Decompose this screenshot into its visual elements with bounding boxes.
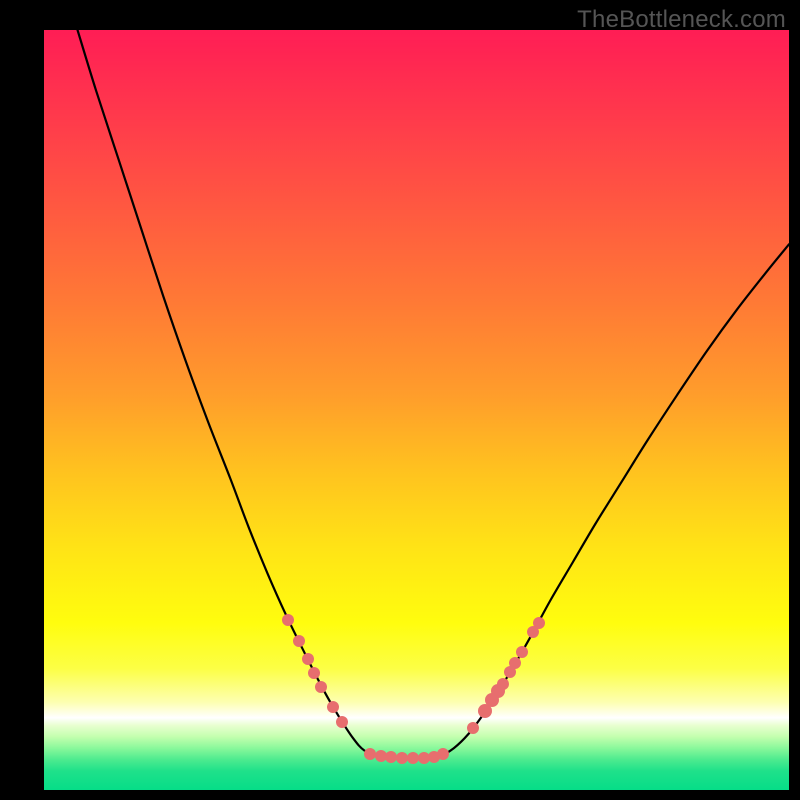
marker-right-9 [533, 617, 545, 629]
curve-path [78, 30, 789, 758]
marker-right-0 [467, 722, 479, 734]
marker-right-4 [497, 678, 509, 690]
marker-left-4 [315, 681, 327, 693]
marker-left-3 [308, 667, 320, 679]
marker-left-1 [293, 635, 305, 647]
marker-left-5 [327, 701, 339, 713]
marker-left-6 [336, 716, 348, 728]
plot-area [44, 30, 789, 790]
marker-right-6 [509, 657, 521, 669]
marker-right-7 [516, 646, 528, 658]
bottleneck-curve [44, 30, 789, 790]
marker-bottom-7 [437, 748, 449, 760]
marker-left-0 [282, 614, 294, 626]
stage: TheBottleneck.com [0, 0, 800, 800]
marker-left-2 [302, 653, 314, 665]
